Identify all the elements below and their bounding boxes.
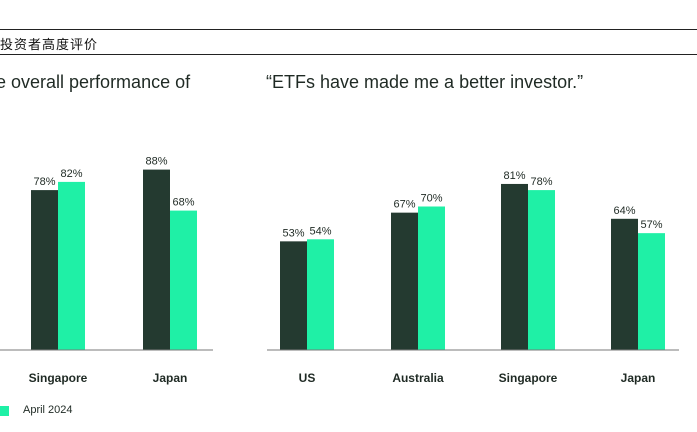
value-label-singapore-series-2: 78%	[530, 176, 552, 188]
bar-us-series-1	[280, 241, 307, 350]
category-label-japan: Japan	[621, 371, 656, 385]
section-header: 投资者高度评价	[0, 38, 99, 53]
bar-australia-series-1	[391, 212, 418, 350]
value-label-singapore-series-1: 78%	[33, 176, 55, 188]
legend-swatch-april-2024	[0, 406, 9, 416]
bar-us-series-2	[307, 239, 334, 350]
value-label-japan-series-2: 57%	[640, 219, 662, 231]
bar-japan-series-2	[170, 210, 197, 350]
bar-japan-series-2	[638, 233, 665, 350]
bar-singapore-series-2	[528, 190, 555, 350]
bar-singapore-series-2	[58, 181, 85, 350]
value-label-us-series-1: 53%	[282, 227, 304, 239]
category-label-japan: Japan	[153, 371, 188, 385]
bar-australia-series-2	[418, 206, 445, 350]
chart-2: 53% 54% US 67% 70% Australia 81% 78% Singapore 64…	[267, 170, 679, 385]
legend-label: April 2024	[23, 404, 73, 416]
category-label-singapore: Singapore	[29, 371, 88, 385]
value-label-australia-series-1: 67%	[393, 199, 415, 211]
bar-singapore-series-1	[501, 183, 528, 350]
chart-1: 78% 82% Singapore 88% 68% Japan	[0, 156, 213, 385]
value-label-australia-series-2: 70%	[420, 193, 442, 205]
bar-japan-series-1	[143, 169, 170, 350]
value-label-japan-series-1: 64%	[613, 205, 635, 217]
header-top-rule	[0, 29, 697, 30]
header-bottom-rule	[0, 54, 697, 55]
bar-singapore-series-1	[31, 190, 58, 350]
left-chart-title: e overall performance of	[0, 72, 191, 92]
value-label-singapore-series-2: 82%	[60, 168, 82, 180]
right-chart-title: “ETFs have made me a better investor.”	[266, 72, 584, 92]
category-label-us: US	[299, 371, 316, 385]
value-label-japan-series-2: 68%	[172, 197, 194, 209]
value-label-singapore-series-1: 81%	[503, 170, 525, 182]
value-label-us-series-2: 54%	[309, 225, 331, 237]
category-label-australia: Australia	[392, 371, 444, 385]
value-label-japan-series-1: 88%	[145, 156, 167, 168]
category-label-singapore: Singapore	[499, 371, 558, 385]
bar-japan-series-1	[611, 218, 638, 350]
